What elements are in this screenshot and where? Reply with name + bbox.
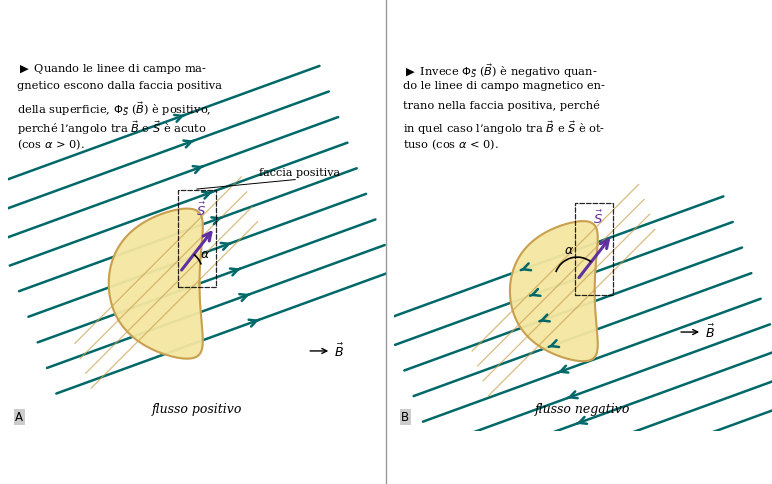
Text: flusso negativo: flusso negativo bbox=[535, 403, 631, 416]
Text: trano nella faccia positiva, perché: trano nella faccia positiva, perché bbox=[403, 100, 600, 111]
Text: gnetico escono dalla faccia positiva: gnetico escono dalla faccia positiva bbox=[17, 81, 222, 91]
Text: $\vec{B}$: $\vec{B}$ bbox=[334, 342, 344, 360]
Text: $\vec{S}$: $\vec{S}$ bbox=[196, 202, 206, 219]
Text: (cos $\alpha$ > 0).: (cos $\alpha$ > 0). bbox=[17, 138, 85, 152]
Polygon shape bbox=[109, 209, 203, 359]
Text: perché l’angolo tra $\vec{B}$ e $\vec{S}$ è acuto: perché l’angolo tra $\vec{B}$ e $\vec{S}… bbox=[17, 119, 207, 137]
Text: flusso positivo: flusso positivo bbox=[151, 403, 242, 416]
Text: B: B bbox=[401, 410, 409, 424]
Text: $\blacktriangleright$ Quando le linee di campo ma-: $\blacktriangleright$ Quando le linee di… bbox=[17, 62, 207, 76]
Text: $\alpha$: $\alpha$ bbox=[564, 243, 574, 257]
Text: do le linee di campo magnetico en-: do le linee di campo magnetico en- bbox=[403, 81, 605, 91]
Polygon shape bbox=[510, 221, 598, 361]
Text: in quel caso l’angolo tra $\vec{B}$ e $\vec{S}$ è ot-: in quel caso l’angolo tra $\vec{B}$ e $\… bbox=[403, 119, 605, 137]
Text: A: A bbox=[15, 410, 23, 424]
Text: faccia positiva: faccia positiva bbox=[259, 167, 340, 178]
Text: $\blacktriangleright$ Invece $\Phi_{\vec{S}}$ ($\vec{B}$) è negativo quan-: $\blacktriangleright$ Invece $\Phi_{\vec… bbox=[403, 62, 598, 80]
Text: $\vec{B}$: $\vec{B}$ bbox=[705, 323, 714, 341]
Text: $\vec{S}$: $\vec{S}$ bbox=[593, 210, 603, 227]
Text: $\alpha$: $\alpha$ bbox=[200, 247, 210, 260]
Text: della superficie, $\Phi_{\vec{S}}$ ($\vec{B}$) è positivo,: della superficie, $\Phi_{\vec{S}}$ ($\ve… bbox=[17, 100, 212, 118]
Text: tuso (cos $\alpha$ < 0).: tuso (cos $\alpha$ < 0). bbox=[403, 138, 499, 152]
